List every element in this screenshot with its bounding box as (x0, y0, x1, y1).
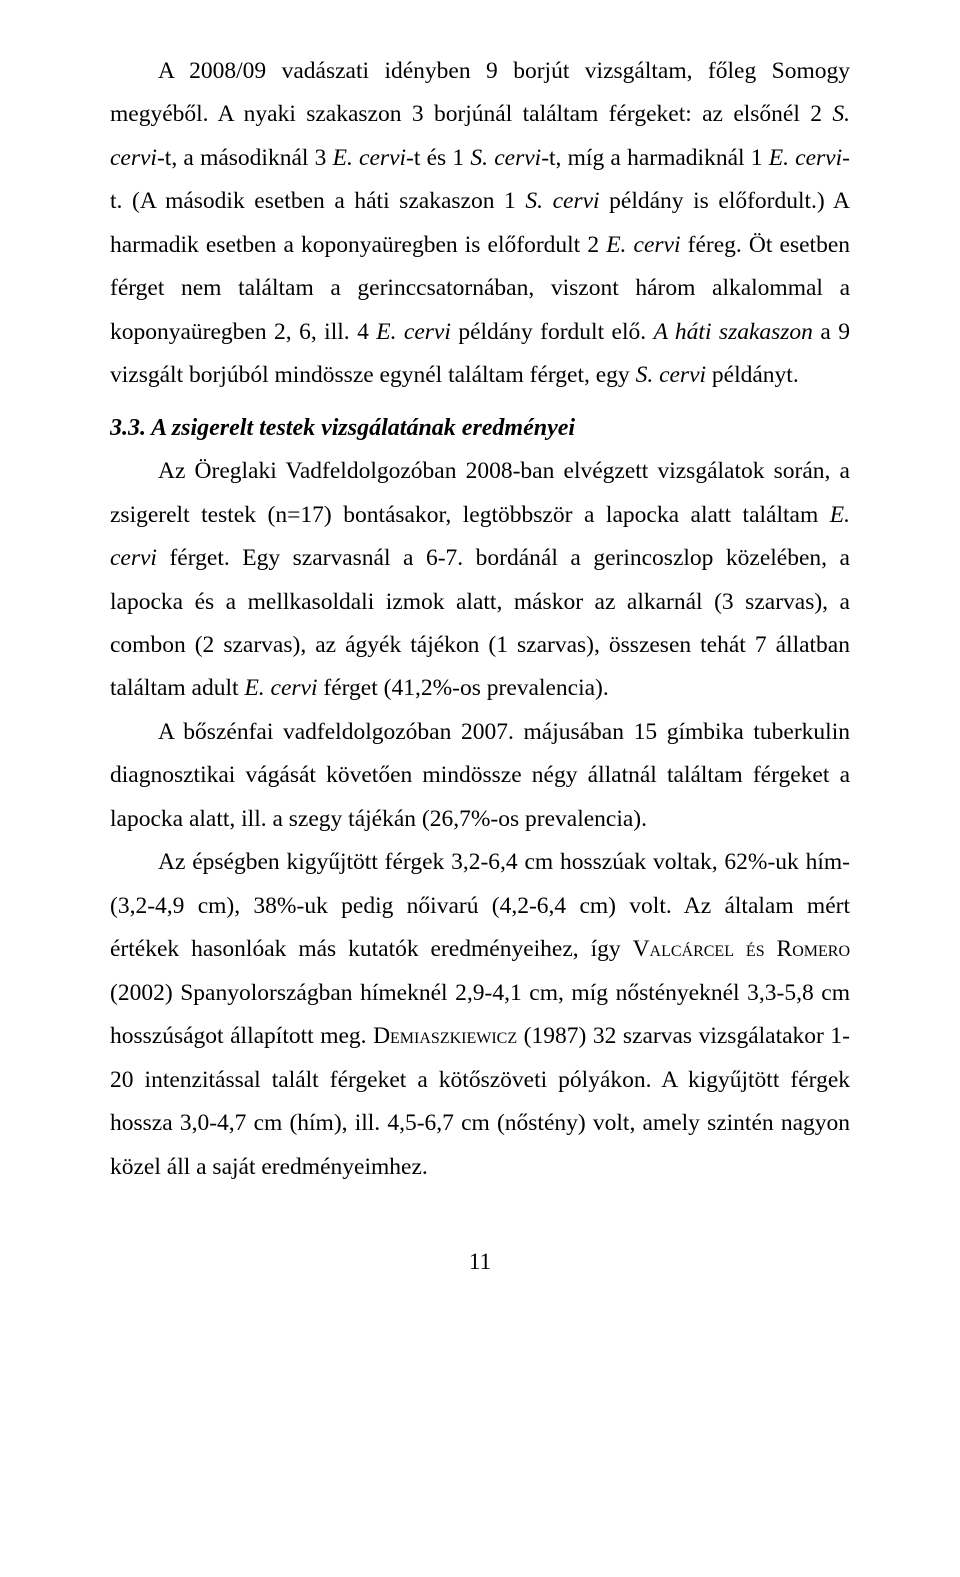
text: -t, a másodiknál 3 (157, 145, 333, 171)
author-name: Valcárcel és Romero (633, 936, 850, 962)
section-heading: 3.3. A zsigerelt testek vizsgálatának er… (110, 406, 850, 450)
text: férget (41,2%-os prevalencia). (318, 675, 609, 701)
species-name: E. cervi (333, 145, 406, 171)
species-name: E. cervi (769, 145, 842, 171)
emphasis: A háti szakaszon (654, 319, 813, 345)
text: példányt. (706, 362, 799, 388)
species-name: E. cervi (606, 232, 680, 258)
paragraph-2: Az Öreglaki Vadfeldolgozóban 2008-ban el… (110, 450, 850, 711)
species-name: E. cervi (244, 675, 317, 701)
text: -t és 1 (406, 145, 470, 171)
document-page: A 2008/09 vadászati idényben 9 borjút vi… (0, 0, 960, 1577)
paragraph-1: A 2008/09 vadászati idényben 9 borjút vi… (110, 50, 850, 398)
species-name: S. cervi (470, 145, 541, 171)
species-name: S. cervi (525, 188, 599, 214)
text: A 2008/09 vadászati idényben 9 borjút vi… (110, 58, 850, 127)
text: -t, míg a harmadiknál 1 (541, 145, 769, 171)
text: példány fordult elő. (451, 319, 654, 345)
text: Az Öreglaki Vadfeldolgozóban 2008-ban el… (110, 458, 850, 527)
paragraph-4: Az épségben kigyűjtött férgek 3,2-6,4 cm… (110, 841, 850, 1189)
species-name: S. cervi (636, 362, 706, 388)
page-number: 11 (110, 1249, 850, 1275)
author-name: Demiaszkiewicz (373, 1023, 517, 1049)
species-name: E. cervi (376, 319, 451, 345)
paragraph-3: A bőszénfai vadfeldolgozóban 2007. május… (110, 711, 850, 841)
